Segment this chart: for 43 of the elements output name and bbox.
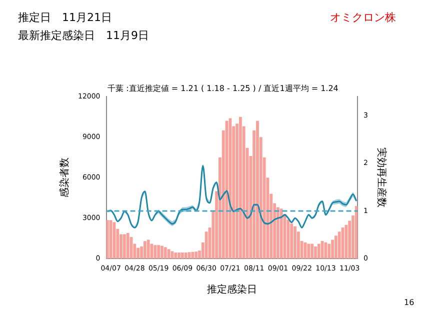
bar (344, 224, 348, 259)
bar (310, 244, 314, 259)
bar (164, 247, 167, 259)
bar (294, 226, 296, 259)
bar (136, 248, 140, 259)
bar (109, 220, 112, 259)
bar (157, 245, 160, 259)
text: オミクロン株 (330, 10, 396, 25)
bar (178, 252, 180, 259)
bar (123, 234, 126, 259)
bar (331, 240, 334, 259)
bar (184, 252, 188, 259)
bar (256, 120, 259, 259)
text: 最新推定感染日 11月9日 (18, 28, 149, 43)
bar (307, 244, 310, 259)
bar (174, 252, 178, 259)
text: 推定日 11月21日 (18, 10, 112, 25)
bar (106, 220, 109, 259)
x-axis-title: 推定感染日 (206, 284, 257, 296)
bar (146, 240, 150, 259)
bar (328, 244, 331, 259)
bar (167, 249, 170, 259)
bar (338, 232, 341, 259)
bar (181, 252, 184, 259)
bar (194, 252, 198, 259)
bar (204, 232, 208, 259)
bar (160, 246, 164, 259)
bar (154, 245, 157, 259)
bar (317, 244, 320, 259)
bar (143, 241, 146, 259)
y-axis-title: 感染者数 (58, 158, 71, 198)
bar (191, 252, 194, 259)
chart-title: 千葉 :直近推定値 = 1.21 ( 1.18 - 1.25 ) / 直近1週平均 = 1.24 (108, 84, 338, 93)
bar (314, 246, 317, 259)
bar (354, 206, 358, 259)
y2-axis-title: 実効再生産数 (375, 148, 388, 208)
bar (276, 207, 280, 259)
bar (334, 236, 338, 259)
bar (238, 116, 242, 259)
text: 16 (404, 298, 414, 307)
bar (280, 208, 283, 259)
bar (290, 224, 294, 259)
bar (126, 232, 130, 259)
